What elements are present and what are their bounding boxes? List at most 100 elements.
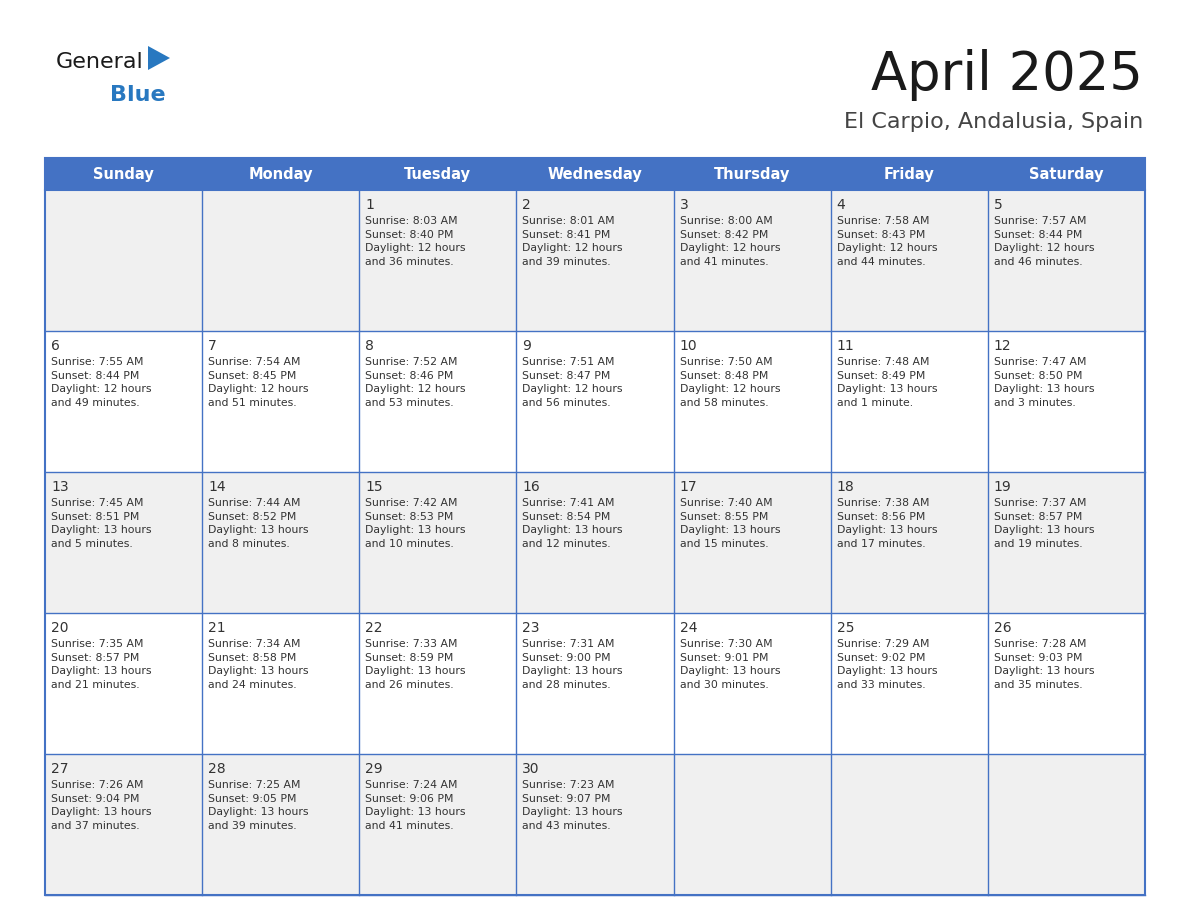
Text: Sunrise: 7:51 AM
Sunset: 8:47 PM
Daylight: 12 hours
and 56 minutes.: Sunrise: 7:51 AM Sunset: 8:47 PM Dayligh… [523, 357, 623, 408]
Text: 12: 12 [994, 339, 1011, 353]
Text: 28: 28 [208, 762, 226, 776]
Text: 2: 2 [523, 198, 531, 212]
Bar [988, 158, 1145, 190]
Text: Sunrise: 7:45 AM
Sunset: 8:51 PM
Daylight: 13 hours
and 5 minutes.: Sunrise: 7:45 AM Sunset: 8:51 PM Dayligh… [51, 498, 152, 549]
Polygon shape [148, 46, 170, 70]
Text: General: General [56, 52, 144, 72]
Text: 20: 20 [51, 621, 69, 635]
Text: Sunrise: 7:29 AM
Sunset: 9:02 PM
Daylight: 13 hours
and 33 minutes.: Sunrise: 7:29 AM Sunset: 9:02 PM Dayligh… [836, 639, 937, 689]
Text: Sunrise: 7:28 AM
Sunset: 9:03 PM
Daylight: 13 hours
and 35 minutes.: Sunrise: 7:28 AM Sunset: 9:03 PM Dayligh… [994, 639, 1094, 689]
Text: 13: 13 [51, 480, 69, 494]
Text: Sunrise: 7:24 AM
Sunset: 9:06 PM
Daylight: 13 hours
and 41 minutes.: Sunrise: 7:24 AM Sunset: 9:06 PM Dayligh… [365, 780, 466, 831]
Text: 4: 4 [836, 198, 846, 212]
Bar [45, 158, 1145, 895]
Text: 21: 21 [208, 621, 226, 635]
Text: Sunrise: 8:01 AM
Sunset: 8:41 PM
Daylight: 12 hours
and 39 minutes.: Sunrise: 8:01 AM Sunset: 8:41 PM Dayligh… [523, 216, 623, 267]
Bar [45, 472, 202, 613]
Bar [830, 754, 988, 895]
Bar [359, 158, 517, 190]
Bar [45, 190, 202, 331]
Text: Friday: Friday [884, 166, 935, 182]
Bar [988, 190, 1145, 331]
Text: Sunrise: 7:41 AM
Sunset: 8:54 PM
Daylight: 13 hours
and 12 minutes.: Sunrise: 7:41 AM Sunset: 8:54 PM Dayligh… [523, 498, 623, 549]
Bar [202, 190, 359, 331]
Text: Saturday: Saturday [1029, 166, 1104, 182]
Text: Sunrise: 7:31 AM
Sunset: 9:00 PM
Daylight: 13 hours
and 28 minutes.: Sunrise: 7:31 AM Sunset: 9:00 PM Dayligh… [523, 639, 623, 689]
Bar [359, 190, 517, 331]
Bar [202, 331, 359, 472]
Bar [830, 190, 988, 331]
Text: Sunrise: 7:30 AM
Sunset: 9:01 PM
Daylight: 13 hours
and 30 minutes.: Sunrise: 7:30 AM Sunset: 9:01 PM Dayligh… [680, 639, 781, 689]
Text: Sunrise: 7:35 AM
Sunset: 8:57 PM
Daylight: 13 hours
and 21 minutes.: Sunrise: 7:35 AM Sunset: 8:57 PM Dayligh… [51, 639, 152, 689]
Text: Blue: Blue [110, 85, 165, 105]
Bar [988, 331, 1145, 472]
Text: Sunrise: 7:52 AM
Sunset: 8:46 PM
Daylight: 12 hours
and 53 minutes.: Sunrise: 7:52 AM Sunset: 8:46 PM Dayligh… [365, 357, 466, 408]
Bar [359, 613, 517, 754]
Bar [830, 472, 988, 613]
Text: Sunrise: 7:50 AM
Sunset: 8:48 PM
Daylight: 12 hours
and 58 minutes.: Sunrise: 7:50 AM Sunset: 8:48 PM Dayligh… [680, 357, 781, 408]
Bar [674, 613, 830, 754]
Bar [830, 613, 988, 754]
Bar [674, 472, 830, 613]
Bar [988, 754, 1145, 895]
Bar [674, 754, 830, 895]
Text: 8: 8 [365, 339, 374, 353]
Text: 30: 30 [523, 762, 539, 776]
Bar [202, 754, 359, 895]
Bar [674, 190, 830, 331]
Text: 7: 7 [208, 339, 217, 353]
Bar [45, 158, 202, 190]
Text: Sunrise: 7:55 AM
Sunset: 8:44 PM
Daylight: 12 hours
and 49 minutes.: Sunrise: 7:55 AM Sunset: 8:44 PM Dayligh… [51, 357, 152, 408]
Text: Sunrise: 7:33 AM
Sunset: 8:59 PM
Daylight: 13 hours
and 26 minutes.: Sunrise: 7:33 AM Sunset: 8:59 PM Dayligh… [365, 639, 466, 689]
Text: Sunrise: 7:26 AM
Sunset: 9:04 PM
Daylight: 13 hours
and 37 minutes.: Sunrise: 7:26 AM Sunset: 9:04 PM Dayligh… [51, 780, 152, 831]
Text: Sunrise: 7:48 AM
Sunset: 8:49 PM
Daylight: 13 hours
and 1 minute.: Sunrise: 7:48 AM Sunset: 8:49 PM Dayligh… [836, 357, 937, 408]
Text: 11: 11 [836, 339, 854, 353]
Text: 25: 25 [836, 621, 854, 635]
Text: Sunrise: 7:42 AM
Sunset: 8:53 PM
Daylight: 13 hours
and 10 minutes.: Sunrise: 7:42 AM Sunset: 8:53 PM Dayligh… [365, 498, 466, 549]
Text: Sunrise: 8:00 AM
Sunset: 8:42 PM
Daylight: 12 hours
and 41 minutes.: Sunrise: 8:00 AM Sunset: 8:42 PM Dayligh… [680, 216, 781, 267]
Text: Sunrise: 7:37 AM
Sunset: 8:57 PM
Daylight: 13 hours
and 19 minutes.: Sunrise: 7:37 AM Sunset: 8:57 PM Dayligh… [994, 498, 1094, 549]
Text: 18: 18 [836, 480, 854, 494]
Text: 27: 27 [51, 762, 69, 776]
Text: 26: 26 [994, 621, 1011, 635]
Bar [830, 158, 988, 190]
Text: El Carpio, Andalusia, Spain: El Carpio, Andalusia, Spain [843, 112, 1143, 132]
Text: 15: 15 [365, 480, 383, 494]
Text: 16: 16 [523, 480, 541, 494]
Bar [359, 754, 517, 895]
Text: 19: 19 [994, 480, 1012, 494]
Text: Sunrise: 7:54 AM
Sunset: 8:45 PM
Daylight: 12 hours
and 51 minutes.: Sunrise: 7:54 AM Sunset: 8:45 PM Dayligh… [208, 357, 309, 408]
Bar [988, 613, 1145, 754]
Bar [674, 158, 830, 190]
Text: Sunrise: 7:25 AM
Sunset: 9:05 PM
Daylight: 13 hours
and 39 minutes.: Sunrise: 7:25 AM Sunset: 9:05 PM Dayligh… [208, 780, 309, 831]
Text: 22: 22 [365, 621, 383, 635]
Text: 9: 9 [523, 339, 531, 353]
Text: Wednesday: Wednesday [548, 166, 643, 182]
Text: 1: 1 [365, 198, 374, 212]
Text: 3: 3 [680, 198, 688, 212]
Text: Sunrise: 8:03 AM
Sunset: 8:40 PM
Daylight: 12 hours
and 36 minutes.: Sunrise: 8:03 AM Sunset: 8:40 PM Dayligh… [365, 216, 466, 267]
Text: 10: 10 [680, 339, 697, 353]
Text: Sunrise: 7:23 AM
Sunset: 9:07 PM
Daylight: 13 hours
and 43 minutes.: Sunrise: 7:23 AM Sunset: 9:07 PM Dayligh… [523, 780, 623, 831]
Text: 23: 23 [523, 621, 539, 635]
Bar [517, 613, 674, 754]
Text: Sunrise: 7:44 AM
Sunset: 8:52 PM
Daylight: 13 hours
and 8 minutes.: Sunrise: 7:44 AM Sunset: 8:52 PM Dayligh… [208, 498, 309, 549]
Text: 5: 5 [994, 198, 1003, 212]
Text: April 2025: April 2025 [871, 49, 1143, 101]
Text: 14: 14 [208, 480, 226, 494]
Bar [674, 331, 830, 472]
Bar [517, 158, 674, 190]
Text: Sunrise: 7:47 AM
Sunset: 8:50 PM
Daylight: 13 hours
and 3 minutes.: Sunrise: 7:47 AM Sunset: 8:50 PM Dayligh… [994, 357, 1094, 408]
Text: 6: 6 [51, 339, 59, 353]
Text: Monday: Monday [248, 166, 312, 182]
Text: Thursday: Thursday [714, 166, 790, 182]
Bar [202, 158, 359, 190]
Bar [202, 613, 359, 754]
Bar [988, 472, 1145, 613]
Text: 29: 29 [365, 762, 383, 776]
Text: 24: 24 [680, 621, 697, 635]
Text: Sunrise: 7:58 AM
Sunset: 8:43 PM
Daylight: 12 hours
and 44 minutes.: Sunrise: 7:58 AM Sunset: 8:43 PM Dayligh… [836, 216, 937, 267]
Text: Sunrise: 7:34 AM
Sunset: 8:58 PM
Daylight: 13 hours
and 24 minutes.: Sunrise: 7:34 AM Sunset: 8:58 PM Dayligh… [208, 639, 309, 689]
Bar [517, 190, 674, 331]
Bar [45, 613, 202, 754]
